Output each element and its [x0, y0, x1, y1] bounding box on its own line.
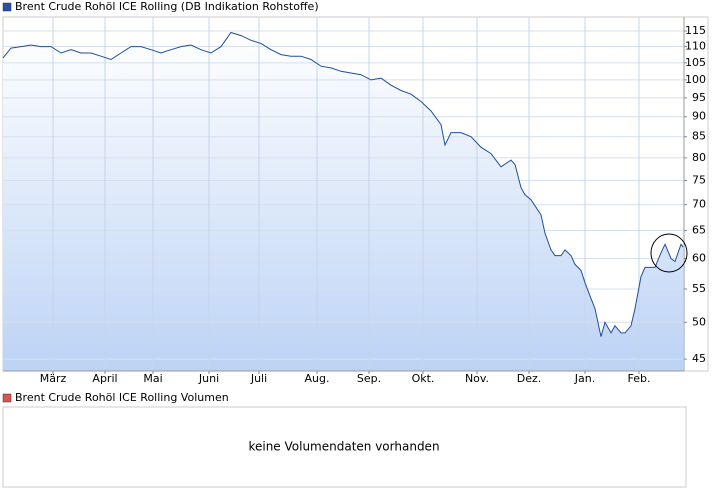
y-tick-label: 100 [685, 73, 706, 86]
y-tick-label: 65 [692, 224, 706, 237]
legend-label: Brent Crude Rohöl ICE Rolling (DB Indika… [15, 0, 319, 13]
y-tick-label: 105 [685, 56, 706, 69]
y-tick-label: 50 [692, 315, 706, 328]
legend-label: Brent Crude Rohöl ICE Rolling Volumen [15, 391, 229, 404]
y-tick-label: 115 [685, 24, 706, 37]
volume-frame [2, 406, 687, 488]
y-tick-label: 70 [692, 198, 706, 211]
y-tick-label: 110 [685, 40, 706, 53]
y-tick-label: 75 [692, 173, 706, 186]
y-tick-label: 90 [692, 110, 706, 123]
x-tick-label: Feb. [628, 372, 651, 385]
x-tick-label: Dez. [517, 372, 542, 385]
y-tick-label: 60 [692, 252, 706, 265]
x-tick-label: Sep. [357, 372, 381, 385]
y-tick-label: 45 [692, 352, 706, 365]
legend-swatch [2, 2, 12, 12]
x-tick-label: Juli [250, 372, 267, 385]
legend-swatch [2, 393, 12, 403]
no-data-message: keine Volumendaten vorhanden [248, 440, 439, 454]
x-tick-label: Jan. [574, 372, 595, 385]
x-tick-label: Okt. [412, 372, 435, 385]
price-line [2, 31, 684, 337]
x-tick-label: Nov. [465, 372, 489, 385]
y-tick-label: 55 [692, 282, 706, 295]
x-tick-label: Mai [143, 372, 162, 385]
x-tick-label: Aug. [305, 372, 330, 385]
x-tick-label: Juni [198, 372, 219, 385]
x-tick-label: März [40, 372, 67, 385]
highlight-ellipse [650, 233, 688, 273]
y-tick-label: 80 [692, 151, 706, 164]
x-tick-label: April [92, 372, 117, 385]
y-tick-label: 85 [692, 130, 706, 143]
y-tick-label: 95 [692, 91, 706, 104]
